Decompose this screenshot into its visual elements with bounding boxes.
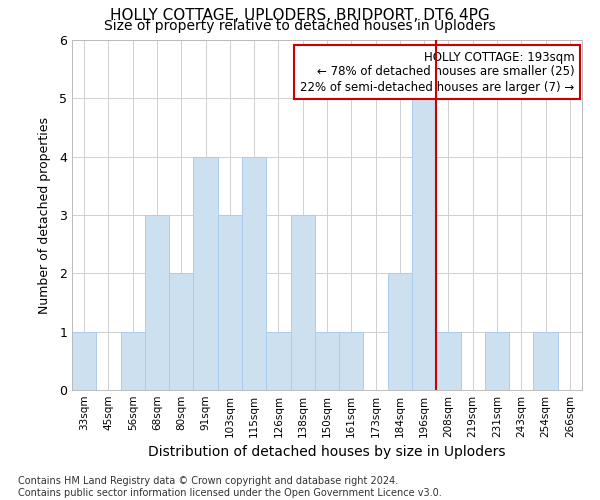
Y-axis label: Number of detached properties: Number of detached properties [38,116,51,314]
Text: HOLLY COTTAGE, UPLODERS, BRIDPORT, DT6 4PG: HOLLY COTTAGE, UPLODERS, BRIDPORT, DT6 4… [110,8,490,22]
Bar [315,332,339,390]
Bar [485,332,509,390]
Bar [121,332,145,390]
Bar [72,332,96,390]
Bar [145,215,169,390]
Bar [339,332,364,390]
Bar [533,332,558,390]
Text: Contains HM Land Registry data © Crown copyright and database right 2024.
Contai: Contains HM Land Registry data © Crown c… [18,476,442,498]
Bar [290,215,315,390]
X-axis label: Distribution of detached houses by size in Uploders: Distribution of detached houses by size … [148,446,506,460]
Bar [412,98,436,390]
Bar [242,156,266,390]
Text: Size of property relative to detached houses in Uploders: Size of property relative to detached ho… [104,19,496,33]
Text: HOLLY COTTAGE: 193sqm
← 78% of detached houses are smaller (25)
22% of semi-deta: HOLLY COTTAGE: 193sqm ← 78% of detached … [300,50,574,94]
Bar [388,274,412,390]
Bar [266,332,290,390]
Bar [436,332,461,390]
Bar [169,274,193,390]
Bar [193,156,218,390]
Bar [218,215,242,390]
